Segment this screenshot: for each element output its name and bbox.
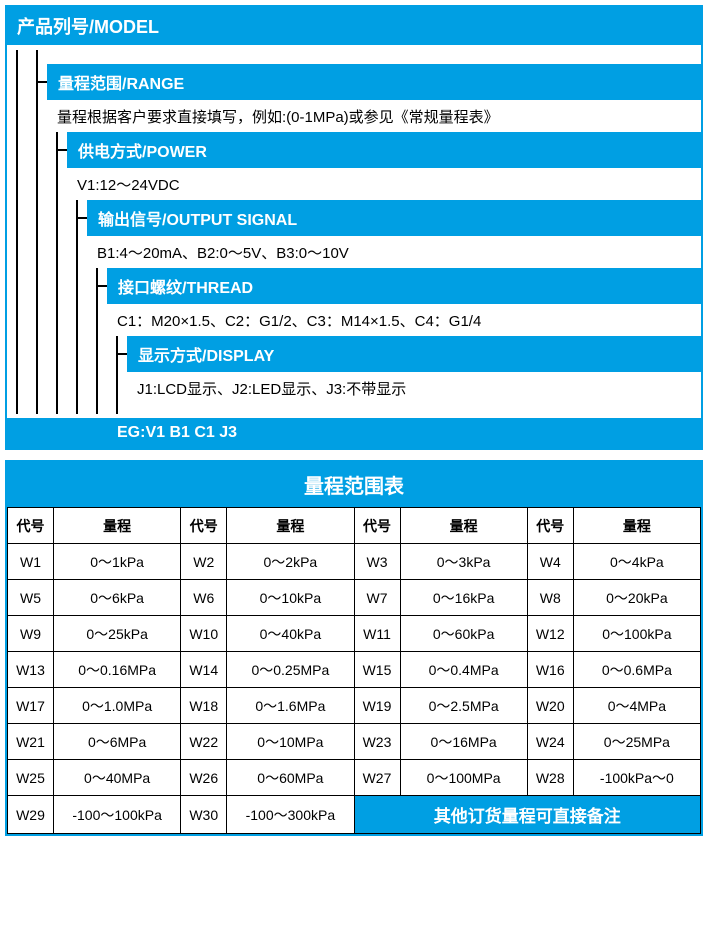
- col-header: 代号: [8, 508, 54, 544]
- col-header: 代号: [527, 508, 573, 544]
- code-cell: W28: [527, 760, 573, 796]
- spec-tree: 量程范围/RANGE 量程根据客户要求直接填写，例如:(0-1MPa)或参见《常…: [7, 45, 701, 414]
- code-cell: W26: [181, 760, 227, 796]
- range-cell: 0～2kPa: [227, 544, 354, 580]
- code-cell: W25: [8, 760, 54, 796]
- section-label-output: 输出信号/OUTPUT SIGNAL: [87, 200, 701, 236]
- code-cell: W17: [8, 688, 54, 724]
- table-header-row: 代号 量程 代号 量程 代号 量程 代号 量程: [8, 508, 701, 544]
- col-header: 量程: [227, 508, 354, 544]
- code-cell: W11: [354, 616, 400, 652]
- range-table-panel: 量程范围表 代号 量程 代号 量程 代号 量程 代号 量程 W10～1kPaW2…: [5, 460, 703, 836]
- code-cell: W29: [8, 796, 54, 834]
- code-cell: W16: [527, 652, 573, 688]
- table-row: W170～1.0MPaW180～1.6MPaW190～2.5MPaW200～4M…: [8, 688, 701, 724]
- range-cell: 0～25MPa: [573, 724, 700, 760]
- range-cell: 0～1kPa: [54, 544, 181, 580]
- section-content-display: J1:LCD显示、J2:LED显示、J3:不带显示: [127, 372, 701, 404]
- code-cell: W9: [8, 616, 54, 652]
- code-cell: W18: [181, 688, 227, 724]
- code-cell: W27: [354, 760, 400, 796]
- table-row: W50～6kPaW60～10kPaW70～16kPaW80～20kPa: [8, 580, 701, 616]
- range-cell: 0～10MPa: [227, 724, 354, 760]
- col-header: 代号: [181, 508, 227, 544]
- section-content-output: B1:4～20mA、B2:0～5V、B3:0～10V: [87, 236, 701, 268]
- range-cell: -100～100kPa: [54, 796, 181, 834]
- code-cell: W2: [181, 544, 227, 580]
- table-row: W10～1kPaW20～2kPaW30～3kPaW40～4kPa: [8, 544, 701, 580]
- section-label-display: 显示方式/DISPLAY: [127, 336, 701, 372]
- range-cell: 0～0.16MPa: [54, 652, 181, 688]
- range-cell: 0～4MPa: [573, 688, 700, 724]
- model-header: 产品列号/MODEL: [7, 7, 701, 45]
- col-header: 量程: [573, 508, 700, 544]
- range-cell: 0～16kPa: [400, 580, 527, 616]
- range-cell: 0～20kPa: [573, 580, 700, 616]
- range-table: 代号 量程 代号 量程 代号 量程 代号 量程 W10～1kPaW20～2kPa…: [7, 507, 701, 834]
- code-cell: W15: [354, 652, 400, 688]
- range-cell: 0～0.4MPa: [400, 652, 527, 688]
- range-cell: -100kPa～0: [573, 760, 700, 796]
- model-spec-panel: 产品列号/MODEL 量程范围/RANGE 量程根据客户要求直接填写，例如:(0…: [5, 5, 703, 450]
- code-cell: W23: [354, 724, 400, 760]
- range-cell: 0～100kPa: [573, 616, 700, 652]
- table-row: W29-100～100kPaW30-100～300kPa其他订货量程可直接备注: [8, 796, 701, 834]
- range-table-note: 其他订货量程可直接备注: [354, 796, 701, 834]
- section-content-power: V1:12～24VDC: [67, 168, 701, 200]
- code-cell: W4: [527, 544, 573, 580]
- code-cell: W1: [8, 544, 54, 580]
- code-cell: W20: [527, 688, 573, 724]
- section-label-range: 量程范围/RANGE: [47, 64, 701, 100]
- code-cell: W8: [527, 580, 573, 616]
- range-cell: 0～3kPa: [400, 544, 527, 580]
- code-cell: W13: [8, 652, 54, 688]
- range-table-title: 量程范围表: [7, 462, 701, 507]
- range-cell: 0～0.25MPa: [227, 652, 354, 688]
- range-cell: 0～4kPa: [573, 544, 700, 580]
- table-row: W90～25kPaW100～40kPaW110～60kPaW120～100kPa: [8, 616, 701, 652]
- range-cell: 0～100MPa: [400, 760, 527, 796]
- code-cell: W19: [354, 688, 400, 724]
- range-cell: 0～1.0MPa: [54, 688, 181, 724]
- code-cell: W12: [527, 616, 573, 652]
- range-cell: 0～60kPa: [400, 616, 527, 652]
- range-cell: 0～0.6MPa: [573, 652, 700, 688]
- range-cell: 0～40kPa: [227, 616, 354, 652]
- col-header: 量程: [54, 508, 181, 544]
- code-cell: W5: [8, 580, 54, 616]
- range-cell: 0～16MPa: [400, 724, 527, 760]
- range-cell: 0～10kPa: [227, 580, 354, 616]
- code-cell: W21: [8, 724, 54, 760]
- code-cell: W14: [181, 652, 227, 688]
- table-row: W210～6MPaW220～10MPaW230～16MPaW240～25MPa: [8, 724, 701, 760]
- col-header: 代号: [354, 508, 400, 544]
- code-cell: W22: [181, 724, 227, 760]
- code-cell: W6: [181, 580, 227, 616]
- range-cell: 0～6MPa: [54, 724, 181, 760]
- code-cell: W3: [354, 544, 400, 580]
- range-cell: 0～25kPa: [54, 616, 181, 652]
- range-cell: -100～300kPa: [227, 796, 354, 834]
- range-cell: 0～6kPa: [54, 580, 181, 616]
- code-cell: W10: [181, 616, 227, 652]
- code-cell: W30: [181, 796, 227, 834]
- range-cell: 0～60MPa: [227, 760, 354, 796]
- code-cell: W24: [527, 724, 573, 760]
- col-header: 量程: [400, 508, 527, 544]
- range-cell: 0～1.6MPa: [227, 688, 354, 724]
- code-cell: W7: [354, 580, 400, 616]
- section-content-range: 量程根据客户要求直接填写，例如:(0-1MPa)或参见《常规量程表》: [47, 100, 701, 132]
- range-cell: 0～2.5MPa: [400, 688, 527, 724]
- section-content-thread: C1：M20×1.5、C2：G1/2、C3：M14×1.5、C4：G1/4: [107, 304, 701, 336]
- range-cell: 0～40MPa: [54, 760, 181, 796]
- table-row: W250～40MPaW260～60MPaW270～100MPaW28-100kP…: [8, 760, 701, 796]
- example-row: EG:V1 B1 C1 J3: [7, 418, 701, 448]
- section-label-power: 供电方式/POWER: [67, 132, 701, 168]
- table-row: W130～0.16MPaW140～0.25MPaW150～0.4MPaW160～…: [8, 652, 701, 688]
- section-label-thread: 接口螺纹/THREAD: [107, 268, 701, 304]
